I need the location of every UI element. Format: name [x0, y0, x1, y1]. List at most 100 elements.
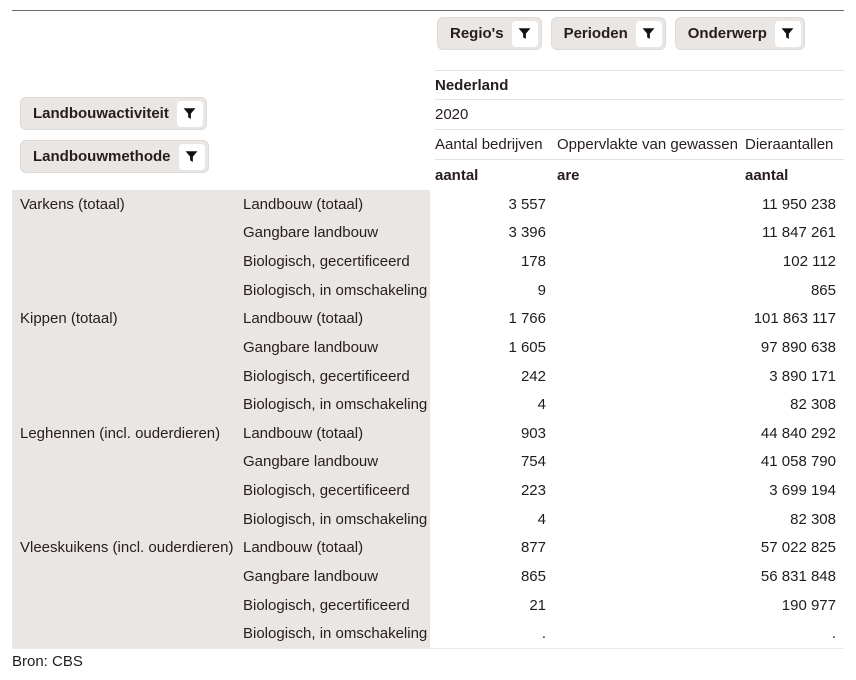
- funnel-icon: [176, 100, 203, 127]
- value-dieraantallen: 101 863 117: [753, 310, 836, 328]
- value-aantal-bedrijven: 4: [537, 396, 546, 414]
- activity-label: Leghennen (incl. ouderdieren): [20, 424, 221, 442]
- filter-button-perioden[interactable]: Perioden: [550, 17, 666, 50]
- region-header: Nederland: [435, 76, 509, 94]
- column-header-row: Aantal bedrijven Oppervlakte van gewasse…: [435, 130, 844, 160]
- value-oppervlakte: [557, 619, 745, 648]
- value-dieraantallen: 56 831 848: [760, 567, 836, 585]
- column-header-oppervlakte: Oppervlakte van gewassen: [557, 136, 738, 153]
- method-label: Biologisch, gecertificeerd: [243, 253, 410, 271]
- value-oppervlakte: [557, 562, 745, 591]
- activity-label-spacer: [12, 448, 243, 477]
- value-dieraantallen: 41 058 790: [760, 453, 836, 471]
- value-dieraantallen: 3 699 194: [769, 482, 836, 500]
- unit-label: are: [557, 166, 580, 184]
- funnel-icon: [178, 143, 205, 170]
- value-dieraantallen: 11 950 238: [762, 195, 836, 213]
- value-oppervlakte: [557, 505, 745, 534]
- activity-label-spacer: [12, 619, 243, 648]
- activity-label-spacer: [12, 247, 243, 276]
- value-aantal-bedrijven: 4: [537, 510, 546, 528]
- filter-button-label: Regio's: [450, 25, 504, 42]
- activity-label-spacer: [12, 505, 243, 534]
- value-dieraantallen: 11 847 261: [762, 224, 836, 242]
- value-oppervlakte: [557, 219, 745, 248]
- value-oppervlakte: [557, 362, 745, 391]
- filter-button-landbouwactiviteit[interactable]: Landbouwactiviteit: [20, 97, 207, 130]
- value-aantal-bedrijven: 242: [520, 367, 546, 385]
- filter-button-onderwerp[interactable]: Onderwerp: [674, 17, 805, 50]
- filter-button-label: Perioden: [563, 25, 628, 42]
- method-label: Landbouw (totaal): [243, 539, 364, 557]
- unit-label: aantal: [745, 166, 789, 184]
- method-label: Biologisch, in omschakeling: [243, 625, 428, 643]
- method-label: Biologisch, in omschakeling: [243, 396, 428, 414]
- funnel-icon: [774, 20, 801, 47]
- value-aantal-bedrijven: 223: [520, 482, 546, 500]
- value-oppervlakte: [557, 305, 745, 334]
- value-dieraantallen: 102 112: [782, 253, 836, 271]
- value-aantal-bedrijven: 178: [520, 253, 546, 271]
- method-label: Biologisch, gecertificeerd: [243, 367, 410, 385]
- method-label: Biologisch, gecertificeerd: [243, 482, 410, 500]
- value-dieraantallen: 97 890 638: [760, 338, 836, 356]
- funnel-icon: [511, 20, 538, 47]
- method-label: Gangbare landbouw: [243, 567, 379, 585]
- value-aantal-bedrijven: 877: [520, 539, 546, 557]
- unit-label: aantal: [435, 166, 479, 184]
- filter-button-landbouwmethode[interactable]: Landbouwmethode: [20, 140, 209, 173]
- value-aantal-bedrijven: 21: [529, 596, 546, 614]
- activity-label-spacer: [12, 362, 243, 391]
- method-label: Gangbare landbouw: [243, 453, 379, 471]
- method-label: Landbouw (totaal): [243, 310, 364, 328]
- filter-button-label: Landbouwmethode: [33, 148, 171, 165]
- method-label: Biologisch, in omschakeling: [243, 281, 428, 299]
- value-oppervlakte: [557, 419, 745, 448]
- activity-label-spacer: [12, 390, 243, 419]
- value-aantal-bedrijven: 3 396: [508, 224, 546, 242]
- value-aantal-bedrijven: 1 766: [508, 310, 546, 328]
- value-aantal-bedrijven: 903: [520, 424, 546, 442]
- unit-header-row: aantal are aantal: [435, 160, 844, 190]
- stub-panel-background: [12, 190, 430, 648]
- source-note: Bron: CBS: [12, 653, 83, 670]
- region-header-row: Nederland: [435, 70, 844, 100]
- column-header-dieraantallen: Dieraantallen: [745, 136, 834, 153]
- value-dieraantallen: 190 977: [781, 596, 836, 614]
- value-oppervlakte: [557, 534, 745, 563]
- activity-label-spacer: [12, 591, 243, 620]
- top-divider: [12, 10, 844, 11]
- funnel-icon: [635, 20, 662, 47]
- activity-label: Kippen (totaal): [20, 310, 118, 328]
- activity-label-spacer: [12, 476, 243, 505]
- value-dieraantallen: 3 890 171: [769, 367, 836, 385]
- value-aantal-bedrijven: 865: [520, 567, 546, 585]
- value-oppervlakte: [557, 276, 745, 305]
- method-label: Biologisch, gecertificeerd: [243, 596, 410, 614]
- value-dieraantallen: 865: [810, 281, 836, 299]
- value-aantal-bedrijven: 1 605: [508, 338, 546, 356]
- filter-button-label: Landbouwactiviteit: [33, 105, 169, 122]
- value-oppervlakte: [557, 476, 745, 505]
- activity-label: Varkens (totaal): [20, 195, 125, 213]
- value-aantal-bedrijven: .: [541, 625, 546, 643]
- column-header-aantal-bedrijven: Aantal bedrijven: [435, 136, 543, 153]
- activity-label: Vleeskuikens (incl. ouderdieren): [20, 539, 234, 557]
- table-body: Varkens (totaal) Landbouw (totaal) 3 557…: [12, 190, 844, 649]
- table-header: Nederland 2020 Aantal bedrijven Oppervla…: [435, 70, 844, 190]
- value-aantal-bedrijven: 3 557: [508, 195, 546, 213]
- value-dieraantallen: 82 308: [790, 510, 836, 528]
- period-header: 2020: [435, 106, 469, 123]
- activity-label-spacer: [12, 333, 243, 362]
- value-aantal-bedrijven: 9: [537, 281, 546, 299]
- row-filter-bar: Landbouwactiviteit Landbouwmethode: [20, 97, 209, 173]
- value-oppervlakte: [557, 448, 745, 477]
- activity-label-spacer: [12, 219, 243, 248]
- method-label: Landbouw (totaal): [243, 424, 364, 442]
- value-dieraantallen: 57 022 825: [760, 539, 836, 557]
- method-label: Landbouw (totaal): [243, 195, 364, 213]
- value-oppervlakte: [557, 390, 745, 419]
- filter-button-label: Onderwerp: [687, 25, 767, 42]
- filter-button-regios[interactable]: Regio's: [437, 17, 542, 50]
